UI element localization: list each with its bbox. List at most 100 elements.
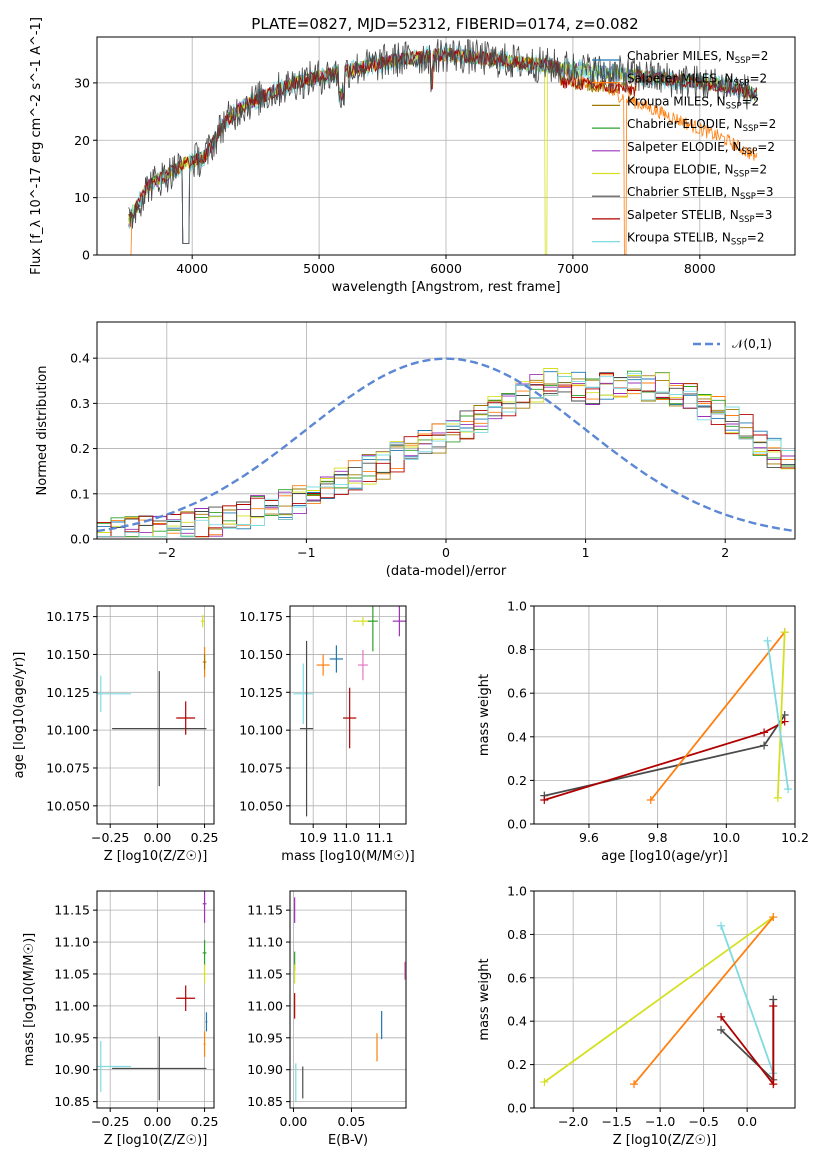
x-axis-label: E(B-V)	[328, 1133, 368, 1148]
axes-frame	[289, 890, 407, 1109]
x-tick-label: 9.6	[579, 830, 599, 845]
panel-mass-vs-EBV: 0.00 0.05 10.85 10.90 10.95 11.00 11.05 11.10 11…	[247, 890, 407, 1148]
y-tick-label: 10.150	[239, 647, 283, 662]
y-tick-label: 0.0	[70, 532, 90, 547]
y-tick-label: 11.05	[247, 966, 283, 981]
y-tick-label: 20	[74, 133, 90, 148]
panel-residuals: 𝒩(0,1) −2 −1 0 1 2 0.0 0.1 0.2 0.3 0.4 (data-model)…	[35, 321, 796, 579]
x-tick-label: −2	[158, 545, 176, 560]
x-tick-label: 0	[442, 545, 450, 560]
y-tick-label: 10.125	[46, 685, 90, 700]
x-tick-label: 6000	[430, 261, 462, 276]
y-tick-label: 11.15	[54, 903, 90, 918]
y-axis-label: mass [log10(M/M☉)]	[22, 933, 37, 1066]
y-tick-label: 11.00	[247, 998, 283, 1013]
panel-spectrum: Chabrier MILES, NSSP=2 Salpeter MILES, NS…	[29, 17, 796, 295]
legend-label: Chabrier MILES, NSSP=2	[627, 49, 768, 66]
legend-label: Kroupa STELIB, NSSP=2	[627, 231, 765, 248]
series-point	[769, 1080, 778, 1089]
x-tick-label: 0.00	[280, 1114, 308, 1129]
y-axis-label: mass weight	[477, 674, 492, 756]
y-tick-label: 10.85	[54, 1094, 90, 1109]
y-tick-label: 11.10	[247, 935, 283, 950]
plot-area	[540, 628, 793, 805]
series-point	[717, 921, 726, 930]
series-line	[766, 640, 789, 790]
y-axis-label: Normed distribution	[35, 366, 50, 496]
x-tick-label: 7000	[557, 261, 589, 276]
y-tick-label: 10.050	[46, 798, 90, 813]
panel-age-vs-Z: −0.25 0.00 0.25 10.050 10.075 10.100 10.125 10.…	[12, 605, 219, 864]
histogram-step-line	[97, 374, 795, 538]
x-tick-label: 2	[721, 545, 729, 560]
legend-label: Kroupa ELODIE, NSSP=2	[627, 163, 767, 180]
plot-area	[293, 606, 406, 817]
x-tick-label: 0.0	[737, 1114, 757, 1129]
x-tick-label: 9.8	[648, 830, 668, 845]
series-point	[769, 913, 778, 922]
series-point	[784, 785, 793, 794]
y-tick-label: 10.075	[46, 760, 90, 775]
y-tick-label: 10.90	[54, 1062, 90, 1077]
y-tick-label: 10	[74, 190, 90, 205]
x-tick-label: −1.5	[601, 1114, 631, 1129]
y-tick-label: 0.4	[70, 351, 90, 366]
x-tick-label: 0.25	[191, 830, 219, 845]
legend-label: Salpeter MILES, NSSP=2	[627, 72, 767, 89]
x-tick-label: 10.9	[299, 830, 327, 845]
y-tick-label: 1.0	[507, 599, 527, 614]
x-tick-label: 5000	[303, 261, 335, 276]
series-point	[769, 1002, 778, 1011]
y-tick-label: 30	[74, 75, 90, 90]
y-tick-label: 0.4	[507, 729, 527, 744]
legend-label: Chabrier STELIB, NSSP=3	[627, 185, 774, 202]
x-tick-label: 1	[582, 545, 590, 560]
panel-weight-vs-age: 9.6 9.8 10.0 10.2 0.0 0.2 0.4 0.6 0.8 1.0 age [log…	[477, 599, 809, 865]
axes-frame	[533, 605, 796, 825]
y-tick-label: 11.10	[54, 935, 90, 950]
series-point	[540, 796, 549, 805]
x-axis-label: (data-model)/error	[386, 564, 507, 579]
y-axis-label: mass weight	[477, 958, 492, 1040]
x-tick-label: 0.05	[338, 1114, 366, 1129]
y-tick-label: 0.8	[507, 642, 527, 657]
x-tick-label: 8000	[684, 261, 716, 276]
panel-weight-vs-Z: −2.0 −1.5 −1.0 −0.5 0.0 0.0 0.2 0.4 0.6 0.8 1.0 Z […	[477, 884, 796, 1148]
axes-frame	[96, 890, 215, 1109]
y-tick-label: 0.3	[70, 396, 90, 411]
y-tick-label: 10.100	[46, 723, 90, 738]
x-tick-label: 10.0	[712, 830, 740, 845]
series-point	[630, 1080, 639, 1089]
y-tick-label: 10.125	[239, 685, 283, 700]
series-point	[717, 1025, 726, 1034]
y-axis-label: Flux [f_λ 10^-17 erg cm^-2 s^-1 A^-1]	[29, 17, 44, 275]
x-tick-label: −2.0	[558, 1114, 588, 1129]
y-tick-label: 0.1	[70, 486, 90, 501]
x-tick-label: 11.0	[332, 830, 360, 845]
x-tick-label: −1	[297, 545, 315, 560]
y-tick-label: 0.0	[507, 817, 527, 832]
x-tick-label: 0.00	[143, 830, 171, 845]
y-tick-label: 0.4	[507, 1014, 527, 1029]
series-point	[780, 628, 789, 637]
panel-age-vs-mass: 10.9 11.0 11.1 10.050 10.075 10.100 10.125 10.1…	[239, 605, 415, 864]
y-tick-label: 10.175	[46, 609, 90, 624]
legend-label: 𝒩(0,1)	[732, 337, 772, 351]
y-tick-label: 10.050	[239, 798, 283, 813]
plot-area	[294, 897, 406, 1102]
x-tick-label: 0.25	[191, 1114, 219, 1129]
y-tick-label: 10.175	[239, 609, 283, 624]
axes-frame	[96, 605, 215, 825]
x-axis-label: age [log10(age/yr)]	[601, 849, 728, 864]
legend-label: Kroupa MILES, NSSP=2	[627, 94, 759, 111]
x-tick-label: −0.5	[688, 1114, 718, 1129]
series-point	[760, 741, 769, 750]
histogram-step-line	[97, 373, 795, 538]
series-line	[650, 631, 786, 801]
y-tick-label: 10.85	[247, 1094, 283, 1109]
panel-mass-vs-Z: −0.25 0.00 0.25 10.85 10.90 10.95 11.00 11.05 11…	[22, 890, 219, 1148]
y-tick-label: 10.95	[247, 1030, 283, 1045]
y-tick-label: 10.075	[239, 760, 283, 775]
x-tick-label: 0.00	[143, 1114, 171, 1129]
